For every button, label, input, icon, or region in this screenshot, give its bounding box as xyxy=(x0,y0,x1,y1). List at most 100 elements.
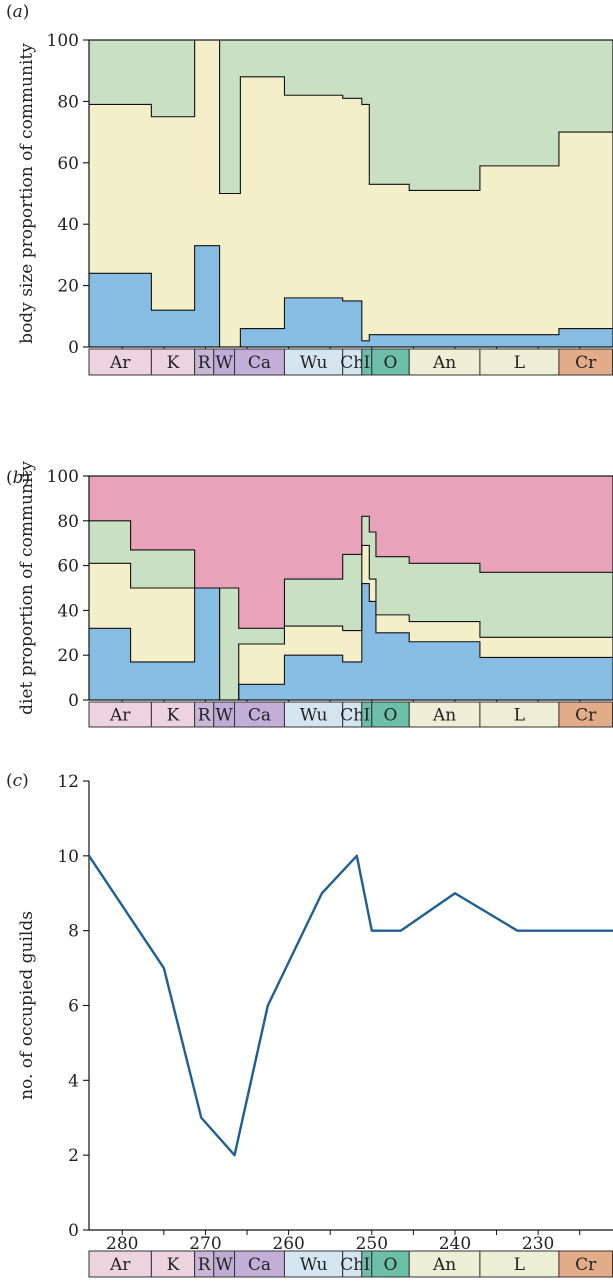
stage-box-ar xyxy=(88,348,152,376)
panel-label: (b) xyxy=(6,468,30,488)
y-tick-label: 0 xyxy=(68,1221,79,1241)
stage-box-k xyxy=(150,701,196,728)
stage-label-ar: Ar xyxy=(109,706,131,726)
stage-label-w: W xyxy=(215,353,233,373)
band-series1-bin6 xyxy=(342,98,363,301)
x-tick-label: 230 xyxy=(522,1234,554,1254)
band-series3-bin12 xyxy=(558,476,613,573)
stage-label-r: R xyxy=(198,706,212,726)
y-tick-label: 0 xyxy=(68,338,79,358)
stage-label-r: R xyxy=(198,353,212,373)
stage-label-wu: Wu xyxy=(300,706,328,726)
band-series0-bin1 xyxy=(151,310,196,347)
y-tick-label: 10 xyxy=(57,847,79,867)
band-series1-bin11 xyxy=(558,132,613,329)
stage-label-ar: Ar xyxy=(109,1255,131,1275)
band-series0-bin0 xyxy=(89,273,152,347)
band-series2-bin7 xyxy=(361,40,370,105)
stage-label-ch: Ch xyxy=(340,706,364,726)
band-series0-bin10 xyxy=(479,334,560,347)
band-series2-bin12 xyxy=(558,572,613,638)
band-series1-bin4 xyxy=(240,76,285,329)
band-series2-bin11 xyxy=(558,40,613,133)
stage-label-ch: Ch xyxy=(340,1255,364,1275)
band-series0-bin9 xyxy=(409,334,481,347)
band-series1-bin12 xyxy=(558,637,613,658)
stage-label-k: K xyxy=(167,1255,180,1275)
band-series1-bin9 xyxy=(409,190,481,335)
band-series1-bin2 xyxy=(194,40,221,246)
y-tick-label: 80 xyxy=(57,512,79,532)
band-series0-bin2 xyxy=(194,588,221,700)
stage-box-ca xyxy=(234,348,285,376)
stage-label-wu: Wu xyxy=(300,1255,328,1275)
stage-label-k: K xyxy=(167,353,180,373)
stage-box-ar xyxy=(88,1250,152,1278)
step-boundary-2 xyxy=(89,515,613,629)
band-series1-bin7 xyxy=(361,104,370,341)
stage-box-an xyxy=(408,1250,481,1278)
band-series1-bin10 xyxy=(409,621,481,642)
band-series0-bin2 xyxy=(194,245,221,347)
band-series1-bin5 xyxy=(284,95,344,298)
y-tick-label: 8 xyxy=(68,922,79,942)
band-series0-bin12 xyxy=(558,657,613,700)
y-axis-label: diet proportion of community xyxy=(17,461,37,715)
stage-label-o: O xyxy=(384,706,398,726)
stage-label-ca: Ca xyxy=(248,1255,271,1275)
band-series1-bin1 xyxy=(130,588,196,662)
band-series0-bin8 xyxy=(369,601,377,700)
stage-box-k xyxy=(150,1250,196,1278)
panel-0: (a) body size proportion of community 0 20 4… xyxy=(6,2,613,376)
stage-label-ca: Ca xyxy=(248,706,271,726)
band-series0-bin11 xyxy=(479,657,560,700)
panel-1: (b)diet proportion of community 0 20 40 60 80… xyxy=(6,461,613,728)
stage-label-ch: Ch xyxy=(340,353,364,373)
band-series1-bin9 xyxy=(375,614,410,633)
band-series2-bin10 xyxy=(409,563,481,622)
stage-label-w: W xyxy=(215,706,233,726)
y-tick-label: 80 xyxy=(57,92,79,112)
stage-label-l: L xyxy=(514,353,525,373)
band-series1-bin1 xyxy=(151,116,196,311)
x-tick-label: 280 xyxy=(106,1234,138,1254)
y-tick-label: 20 xyxy=(57,646,79,666)
stage-box-o xyxy=(371,1250,410,1278)
stage-box-an xyxy=(408,348,481,376)
stage-label-o: O xyxy=(384,1255,398,1275)
band-series2-bin0 xyxy=(89,520,132,564)
y-tick-label: 0 xyxy=(68,691,79,711)
band-series2-bin8 xyxy=(369,532,377,580)
y-tick-label: 40 xyxy=(57,601,79,621)
band-series1-bin11 xyxy=(479,637,560,658)
band-series3-bin7 xyxy=(361,476,370,517)
stage-box-cr xyxy=(558,701,613,728)
band-series1-bin8 xyxy=(369,579,377,602)
y-tick-label: 60 xyxy=(57,154,79,174)
stage-label-an: An xyxy=(432,353,456,373)
band-series2-bin10 xyxy=(479,40,560,166)
stage-box-o xyxy=(371,348,410,376)
band-series2-bin1 xyxy=(151,40,196,117)
plot-frame xyxy=(88,475,613,701)
stage-box-cr xyxy=(558,1250,613,1278)
stage-box-ar xyxy=(88,701,152,728)
x-tick-label: 250 xyxy=(356,1234,388,1254)
band-series1-bin5 xyxy=(284,626,344,656)
stage-label-ar: Ar xyxy=(109,353,131,373)
stage-label-r: R xyxy=(198,1255,212,1275)
y-tick-label: 40 xyxy=(57,215,79,235)
x-tick-label: 240 xyxy=(439,1234,471,1254)
band-series3-bin4 xyxy=(238,476,285,629)
band-series0-bin5 xyxy=(284,655,344,700)
y-tick-label: 12 xyxy=(57,772,79,792)
y-tick-label: 60 xyxy=(57,557,79,577)
guilds-line xyxy=(88,854,613,1157)
band-series0-bin6 xyxy=(342,300,363,347)
stage-label-i: I xyxy=(363,353,370,373)
band-series1-bin8 xyxy=(369,184,410,335)
band-series0-bin9 xyxy=(375,632,410,700)
band-series3-bin9 xyxy=(375,476,410,557)
stage-label-i: I xyxy=(363,706,370,726)
x-tick-label: 260 xyxy=(272,1234,304,1254)
